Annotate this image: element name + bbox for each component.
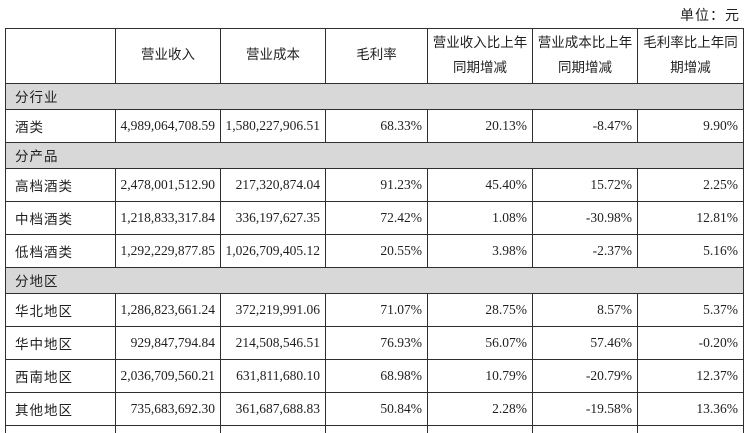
value-cell: 12.81%	[637, 200, 744, 235]
row-label-cell: 酒类	[5, 108, 116, 143]
value-cell: -30.98%	[532, 200, 638, 235]
value-cell: 72.42%	[325, 200, 428, 235]
value-cell: 56.07%	[427, 325, 533, 360]
header-cell-cost-yoy-change: 营业成本比上年同期增减	[532, 28, 638, 84]
value-cell: 5.16%	[637, 233, 744, 268]
row-label-cell: 华中地区	[5, 325, 116, 360]
table-body: 分行业 酒类 4,989,064,708.59 1,580,227,906.51 68.…	[5, 82, 744, 433]
row-label-cell: 华北地区	[5, 292, 116, 327]
value-cell: 91.23%	[325, 167, 428, 202]
value-cell: 1,026,709,405.12	[220, 233, 326, 268]
header-cell-gross-margin: 毛利率	[325, 28, 428, 84]
value-cell: -2.37%	[532, 233, 638, 268]
empty-cell	[115, 424, 221, 433]
value-cell: 76.93%	[325, 325, 428, 360]
table-header-row: 营业收入 营业成本 毛利率 营业收入比上年同期增减 营业成本比上年同期增减 毛利…	[5, 28, 744, 84]
header-cell-operating-revenue: 营业收入	[115, 28, 221, 84]
value-cell: 57.46%	[532, 325, 638, 360]
header-cell-operating-cost: 营业成本	[220, 28, 326, 84]
value-cell: 20.13%	[427, 108, 533, 143]
table-row: 西南地区 2,036,709,560.21 631,811,680.10 68.98%…	[5, 358, 744, 393]
value-cell: -0.20%	[637, 325, 744, 360]
table-row: 华北地区 1,286,823,661.24 372,219,991.06 71.07%…	[5, 292, 744, 327]
value-cell: 361,687,688.83	[220, 391, 326, 426]
value-cell: 5.37%	[637, 292, 744, 327]
empty-cell	[427, 424, 533, 433]
value-cell: 1,286,823,661.24	[115, 292, 221, 327]
section-label: 分产品	[5, 141, 744, 169]
value-cell: 214,508,546.51	[220, 325, 326, 360]
value-cell: -19.58%	[532, 391, 638, 426]
value-cell: 68.98%	[325, 358, 428, 393]
row-label-cell: 其他地区	[5, 391, 116, 426]
empty-cell	[532, 424, 638, 433]
value-cell: 1,218,833,317.84	[115, 200, 221, 235]
value-cell: 3.98%	[427, 233, 533, 268]
table-row: 低档酒类 1,292,229,877.85 1,026,709,405.12 20.5…	[5, 233, 744, 268]
section-row: 分地区	[5, 266, 744, 294]
value-cell: -20.79%	[532, 358, 638, 393]
value-cell: 2.25%	[637, 167, 744, 202]
header-cell-revenue-yoy-change: 营业收入比上年同期增减	[427, 28, 533, 84]
section-row: 分行业	[5, 82, 744, 110]
section-row: 分产品	[5, 141, 744, 169]
section-label: 分地区	[5, 266, 744, 294]
unit-label: 单位：元	[680, 9, 740, 24]
value-cell: 71.07%	[325, 292, 428, 327]
value-cell: 336,197,627.35	[220, 200, 326, 235]
value-cell: 2.28%	[427, 391, 533, 426]
value-cell: 9.90%	[637, 108, 744, 143]
table-row: 中档酒类 1,218,833,317.84 336,197,627.35 72.42%…	[5, 200, 744, 235]
empty-cell	[637, 424, 744, 433]
header-cell-empty	[5, 28, 116, 84]
row-label-cell: 低档酒类	[5, 233, 116, 268]
value-cell: 12.37%	[637, 358, 744, 393]
value-cell: 8.57%	[532, 292, 638, 327]
value-cell: 1.08%	[427, 200, 533, 235]
empty-cell	[325, 424, 428, 433]
value-cell: 20.55%	[325, 233, 428, 268]
value-cell: 2,478,001,512.90	[115, 167, 221, 202]
revenue-cost-margin-table: 营业收入 营业成本 毛利率 营业收入比上年同期增减 营业成本比上年同期增减 毛利…	[5, 28, 744, 433]
value-cell: 735,683,692.30	[115, 391, 221, 426]
value-cell: 372,219,991.06	[220, 292, 326, 327]
value-cell: 4,989,064,708.59	[115, 108, 221, 143]
value-cell: 68.33%	[325, 108, 428, 143]
value-cell: -8.47%	[532, 108, 638, 143]
value-cell: 1,580,227,906.51	[220, 108, 326, 143]
partial-clipped-row	[5, 424, 744, 433]
section-label: 分行业	[5, 82, 744, 110]
value-cell: 50.84%	[325, 391, 428, 426]
value-cell: 15.72%	[532, 167, 638, 202]
header-cell-margin-yoy-change: 毛利率比上年同期增减	[637, 28, 744, 84]
empty-cell	[220, 424, 326, 433]
value-cell: 631,811,680.10	[220, 358, 326, 393]
value-cell: 929,847,794.84	[115, 325, 221, 360]
value-cell: 217,320,874.04	[220, 167, 326, 202]
row-label-cell: 西南地区	[5, 358, 116, 393]
value-cell: 10.79%	[427, 358, 533, 393]
table-row: 华中地区 929,847,794.84 214,508,546.51 76.93% 56…	[5, 325, 744, 360]
value-cell: 13.36%	[637, 391, 744, 426]
row-label-cell: 高档酒类	[5, 167, 116, 202]
value-cell: 45.40%	[427, 167, 533, 202]
table-row: 其他地区 735,683,692.30 361,687,688.83 50.84% 2.…	[5, 391, 744, 426]
value-cell: 2,036,709,560.21	[115, 358, 221, 393]
table-row: 高档酒类 2,478,001,512.90 217,320,874.04 91.23%…	[5, 167, 744, 202]
value-cell: 1,292,229,877.85	[115, 233, 221, 268]
row-label-cell: 中档酒类	[5, 200, 116, 235]
value-cell: 28.75%	[427, 292, 533, 327]
table-row: 酒类 4,989,064,708.59 1,580,227,906.51 68.33%…	[5, 108, 744, 143]
empty-cell	[5, 424, 116, 433]
